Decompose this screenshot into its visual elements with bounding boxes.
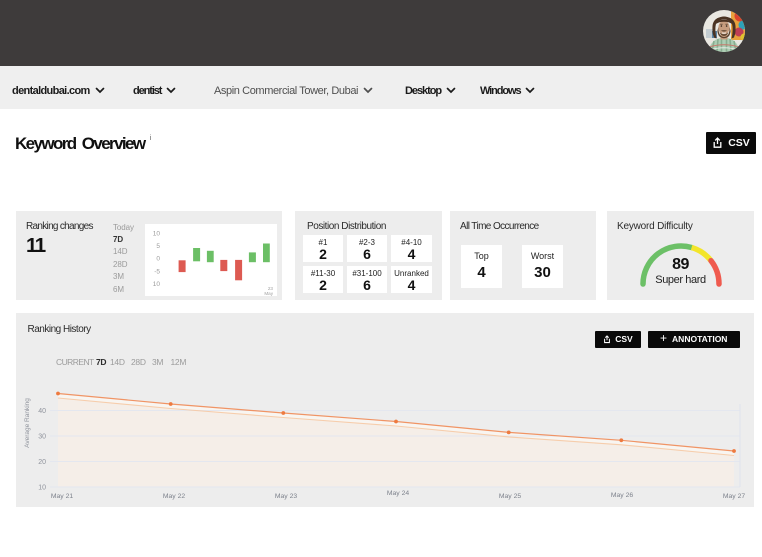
svg-text:5: 5 [156,243,160,250]
svg-text:May 23: May 23 [275,493,298,500]
svg-text:May 25: May 25 [499,493,522,500]
svg-text:20: 20 [38,459,46,466]
svg-text:May 27: May 27 [723,493,746,500]
svg-text:10: 10 [153,281,161,288]
svg-text:30: 30 [38,434,46,441]
svg-text:10: 10 [153,231,161,238]
svg-text:0: 0 [156,256,160,263]
svg-text:40: 40 [38,408,46,415]
svg-text:May 26: May 26 [611,492,634,499]
svg-text:May: May [264,291,273,296]
svg-text:May 21: May 21 [51,493,74,500]
svg-text:-5: -5 [154,268,160,275]
svg-text:23: 23 [268,286,274,291]
svg-text:May 24: May 24 [387,490,410,497]
svg-text:10: 10 [38,485,46,492]
svg-text:May 22: May 22 [163,493,186,500]
svg-text:Average Ranking: Average Ranking [24,398,31,448]
